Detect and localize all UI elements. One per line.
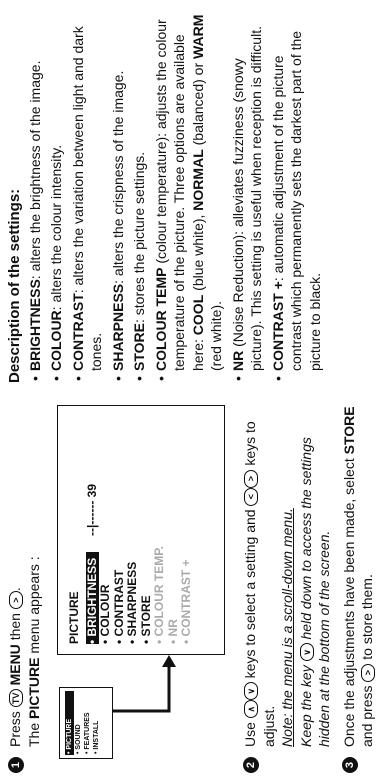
bullet: STORE: stores the picture settings.	[130, 5, 149, 383]
step-number: 1	[8, 757, 24, 773]
text: menu appears :	[25, 556, 42, 658]
paragraph: Once the adjustments have been made, sel…	[340, 401, 377, 747]
key-icon: ∨	[244, 682, 258, 701]
arrow	[113, 655, 176, 713]
key-icon: ∨	[299, 643, 314, 662]
menu-label: • COLOUR TEMP.	[152, 546, 166, 644]
bullet: NR (Noise Reduction): alleviates fuzzine…	[229, 5, 266, 383]
bullet: COLOUR: alters the colour intensity.	[47, 5, 66, 383]
paragraph: Press TV MENU then >.	[6, 401, 25, 747]
menu-item: • FEATURES	[84, 712, 91, 754]
text: WARM	[189, 14, 206, 59]
text: STORE	[340, 406, 357, 455]
menu-item: • STORE	[138, 406, 154, 644]
paragraph: Keep the key ∨ held down to access the s…	[297, 401, 334, 747]
menu-item: • PICTURE	[65, 691, 74, 755]
text: (blue white),	[189, 210, 206, 295]
text: CONTRAST	[69, 293, 86, 371]
text: The	[25, 718, 42, 747]
key-icon: <	[244, 487, 258, 506]
menu-illustration: • PICTURE • SOUND • FEATURES • INSTALL PICT…	[49, 401, 231, 773]
instructions: 1 Press TV MENU then >. The PICTURE menu a…	[6, 401, 381, 773]
bullet: CONTRAST +: automatic adjustment of the …	[269, 5, 325, 383]
menu-item: • COLOUR	[98, 406, 113, 644]
main-menu-box: • PICTURE • SOUND • FEATURES • INSTALL	[59, 687, 113, 759]
text: COLOUR	[48, 310, 64, 371]
text: Press	[7, 707, 23, 747]
menu-item: • NR	[165, 406, 181, 644]
menu-label: • CONTRAST +	[179, 559, 193, 644]
text: keys to select a setting and	[242, 505, 258, 683]
text: Use	[242, 718, 258, 747]
step: 2 Use ∧∨ keys to select a setting and <> …	[241, 401, 334, 773]
bullet: COLOUR TEMP (colour temperature): adjust…	[152, 5, 226, 383]
key-icon: >	[244, 469, 258, 488]
text: BRIGHTNESS	[26, 279, 43, 371]
text: COOL	[189, 294, 206, 336]
menu-label: • NR	[165, 619, 180, 644]
paragraph: The PICTURE menu appears :	[25, 401, 44, 747]
menu-item: • SOUND	[75, 724, 82, 754]
menu-label: • STORE	[138, 595, 153, 644]
menu-item: • BRIGHTNESS --|------ 39	[84, 406, 100, 644]
menu-item: • COLOUR TEMP.	[152, 406, 167, 644]
paragraph: Note: the menu is a scroll-down menu.	[278, 401, 297, 747]
key-icon: TV	[9, 689, 23, 708]
menu-label: • COLOUR	[98, 584, 112, 644]
menu-item: • CONTRAST	[111, 406, 127, 644]
text: (red white).	[208, 300, 224, 371]
text: COLOUR TEMP	[152, 267, 169, 371]
menu-item: • SHARPNESS	[125, 406, 140, 644]
text: CONTRAST +	[269, 281, 286, 371]
text: NORMAL	[189, 149, 206, 211]
picture-menu-box: PICTURE • BRIGHTNESS --|------ 39 • COLOUR •…	[57, 405, 225, 655]
slider-bar: --|------	[84, 500, 99, 536]
menu-item: • INSTALL	[93, 720, 100, 754]
text: (balanced) or	[189, 58, 206, 150]
key-icon: ∧	[244, 700, 258, 719]
text: SHARPNESS	[109, 283, 126, 371]
text: to store them.	[359, 574, 375, 664]
step-number: 2	[243, 757, 259, 773]
text: (Noise Reduction): alleviates fuzziness …	[229, 26, 265, 371]
text: Once the adjustments have been made, sel…	[340, 454, 357, 747]
text: : alters the brightness of the image.	[26, 60, 43, 280]
menu-title: PICTURE	[67, 591, 81, 644]
description: Description of the settings: BRIGHTNESS:…	[6, 5, 327, 383]
menu-item: • CONTRAST +	[179, 406, 194, 644]
step: 1 Press TV MENU then >. The PICTURE menu a…	[6, 401, 43, 773]
bullet: BRIGHTNESS: alters the brightness of the…	[26, 5, 45, 383]
menu-label: • CONTRAST	[111, 569, 126, 644]
text: : alters the colour intensity.	[48, 144, 64, 311]
text: Note: the menu is a scroll-down menu.	[279, 508, 295, 747]
text: .	[7, 587, 23, 592]
key-icon: >	[361, 663, 375, 682]
key-icon: >	[9, 591, 23, 610]
slider: --|------ 39	[84, 483, 100, 536]
menu-label: • BRIGHTNESS	[85, 552, 99, 644]
text: STORE	[131, 323, 147, 371]
menu-label: • SHARPNESS	[125, 561, 139, 644]
paragraph: Use ∧∨ keys to select a setting and <> k…	[241, 401, 278, 747]
text: NR	[229, 350, 246, 371]
step-number: 3	[341, 757, 358, 773]
slider-value: 39	[84, 483, 99, 498]
bullet: CONTRAST: alters the variation between l…	[69, 5, 106, 383]
text: PICTURE	[25, 657, 42, 719]
text: and press	[359, 681, 375, 747]
text: MENU	[7, 644, 23, 690]
text: Keep the key	[297, 661, 314, 747]
text: : stores the picture settings.	[131, 151, 147, 324]
bullet-list: BRIGHTNESS: alters the brightness of the…	[26, 5, 325, 383]
bullet: SHARPNESS: alters the crispness of the i…	[109, 5, 128, 383]
text: : alters the crispness of the image.	[109, 70, 126, 284]
text: then	[7, 609, 23, 645]
step: 3 Once the adjustments have been made, se…	[340, 401, 377, 773]
heading: Description of the settings:	[6, 188, 23, 383]
